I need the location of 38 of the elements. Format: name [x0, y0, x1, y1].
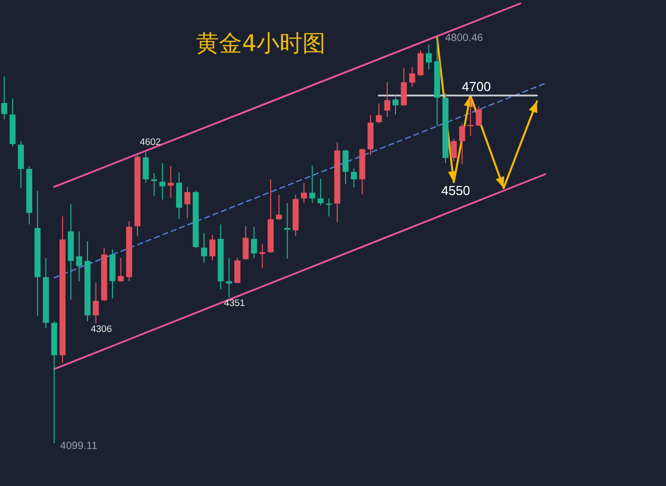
candlestick [309, 164, 316, 204]
annotation: 4700 [462, 79, 491, 94]
candlestick [92, 282, 99, 324]
candlestick [400, 67, 407, 106]
candlestick [342, 149, 349, 184]
text: 黄金4小时图 [196, 31, 326, 57]
candlestick [226, 258, 232, 298]
candlestick [184, 186, 190, 219]
text: 4351 [224, 298, 246, 310]
candlestick [384, 82, 390, 118]
candlestick [426, 44, 432, 70]
candlestick [418, 50, 424, 76]
candlestick [276, 194, 282, 220]
candlestick [409, 66, 416, 88]
candlestick [392, 94, 399, 116]
candlestick [234, 258, 240, 284]
candlestick [326, 198, 332, 217]
candlestick [459, 123, 466, 165]
candlestick [450, 138, 457, 162]
candlestick [159, 162, 166, 200]
candlestick [1, 76, 8, 120]
text: 4602 [140, 137, 161, 148]
annotation: 4550 [441, 183, 470, 198]
candlestick [318, 178, 324, 206]
candlestick [476, 106, 482, 127]
candlestick [142, 152, 149, 184]
candlestick [209, 234, 216, 261]
candlestick [242, 226, 249, 260]
text: 4306 [90, 324, 112, 336]
candlestick [300, 182, 307, 204]
candlestick [376, 103, 382, 124]
text: 4800.46 [445, 32, 484, 44]
candlestick [118, 258, 124, 282]
candlestick [76, 230, 82, 282]
text: 4099.11 [60, 440, 98, 452]
candlestick [251, 226, 257, 259]
candlestick [201, 232, 208, 264]
candlestick [350, 168, 357, 188]
